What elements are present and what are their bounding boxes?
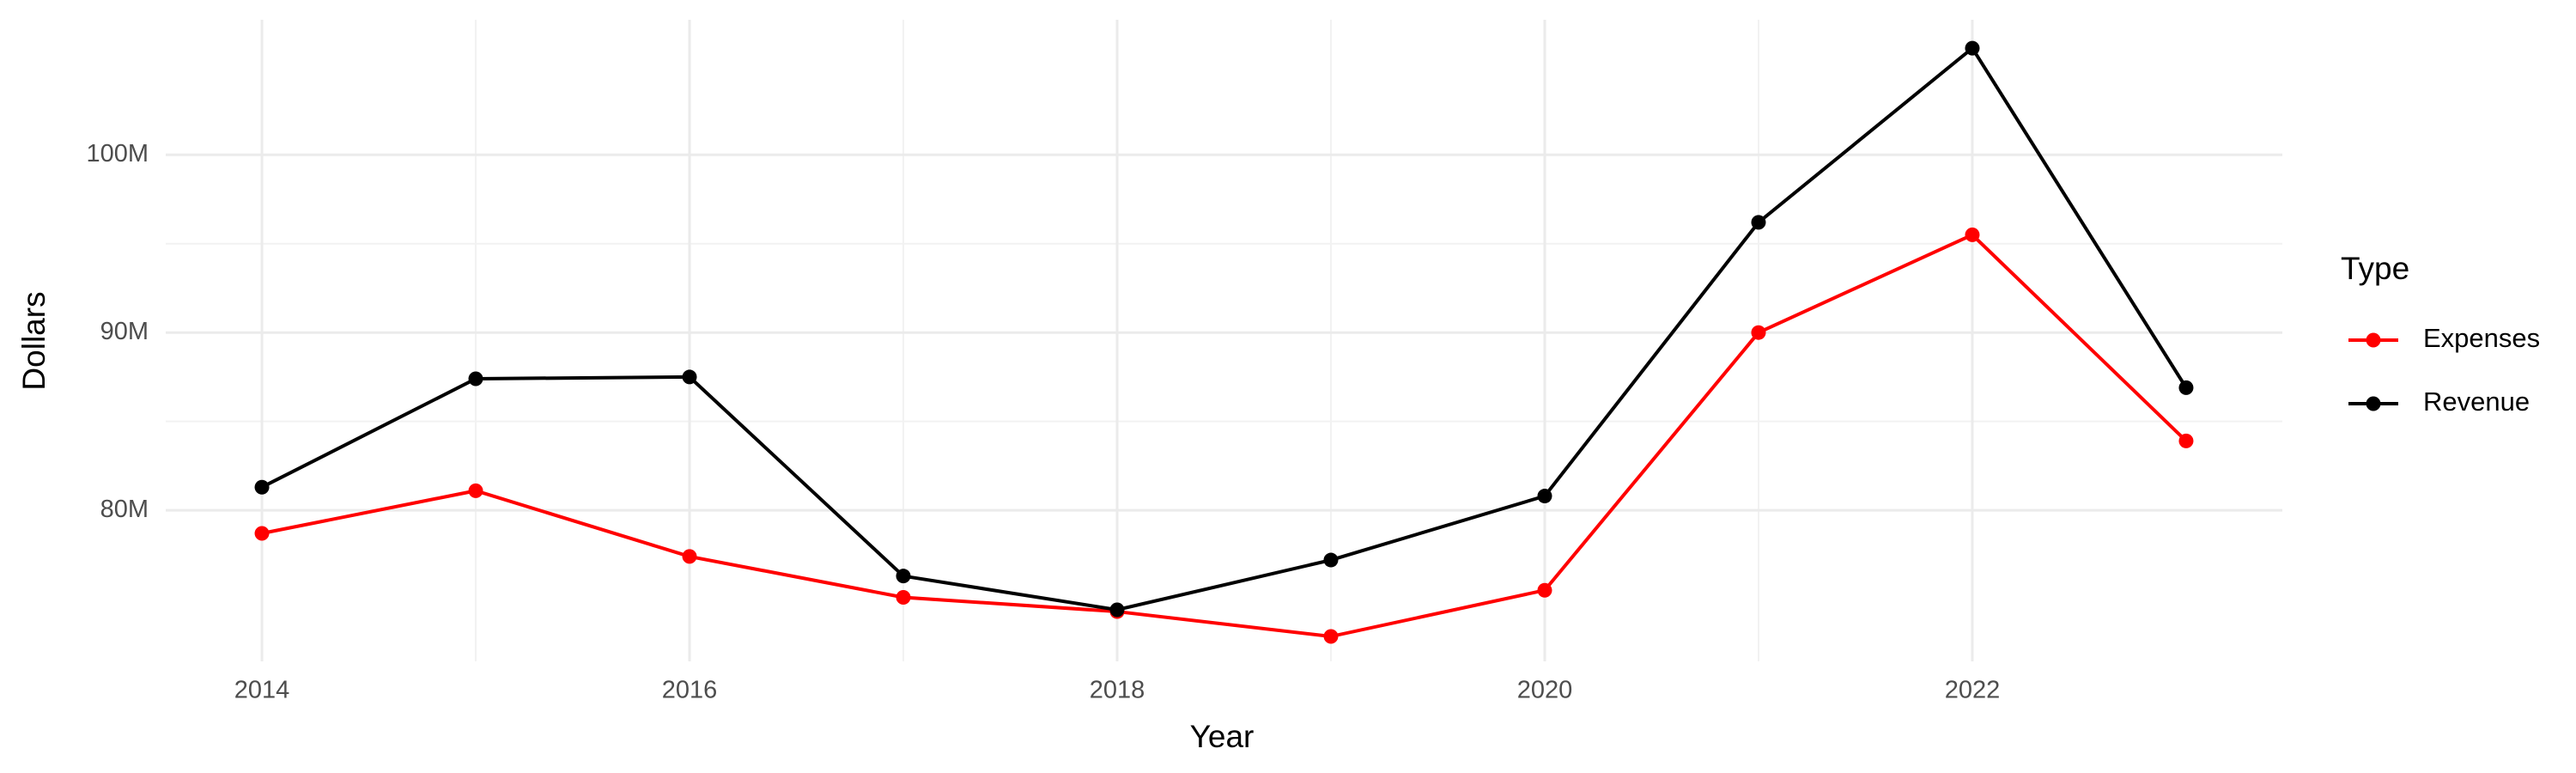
x-tick-label: 2014 <box>234 677 290 704</box>
series-line <box>261 232 2188 639</box>
legend-key-point <box>2366 396 2381 411</box>
data-point <box>468 483 483 498</box>
data-point <box>1537 582 1552 598</box>
data-point <box>1965 227 1980 242</box>
data-point <box>896 569 911 584</box>
data-point <box>1751 215 1766 230</box>
data-point <box>468 371 483 386</box>
data-point <box>254 526 270 541</box>
data-point <box>1965 40 1980 56</box>
data-point <box>254 479 270 495</box>
data-point <box>2178 380 2194 395</box>
data-point <box>682 549 697 564</box>
y-tick-label: 90M <box>100 318 149 345</box>
y-tick-label: 100M <box>86 140 149 167</box>
y-tick-label: 80M <box>100 496 149 523</box>
data-point <box>1323 552 1339 568</box>
data-point <box>1751 325 1766 340</box>
data-point <box>2178 433 2194 448</box>
x-tick-label: 2018 <box>1090 677 1145 704</box>
x-axis-title: Year <box>1190 719 1255 754</box>
data-point <box>1109 602 1125 618</box>
x-tick-label: 2020 <box>1517 677 1573 704</box>
y-axis-title: Dollars <box>16 291 52 390</box>
x-tick-label: 2016 <box>662 677 718 704</box>
series-line <box>261 46 2188 612</box>
data-point <box>1537 489 1552 504</box>
legend-key-point <box>2366 332 2381 348</box>
legend-label: Revenue <box>2423 386 2530 417</box>
data-point <box>682 369 697 385</box>
legend-label: Expenses <box>2423 323 2540 353</box>
x-tick-label: 2022 <box>1945 677 2001 704</box>
data-point <box>1323 629 1339 644</box>
legend-title: Type <box>2341 251 2409 286</box>
data-point <box>896 590 911 606</box>
